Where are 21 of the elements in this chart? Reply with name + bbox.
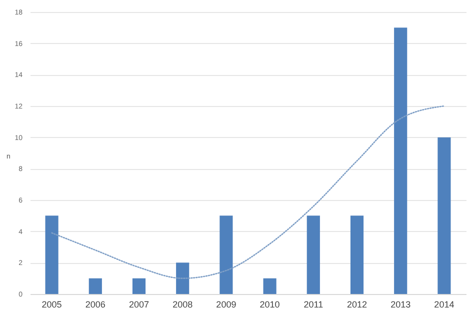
- bar: [263, 278, 276, 294]
- bar: [438, 137, 451, 294]
- bar: [350, 216, 364, 294]
- x-tick-label: 2007: [128, 300, 150, 310]
- bar: [88, 278, 102, 294]
- x-tick-label: 2011: [304, 300, 324, 310]
- x-tick-label: 2013: [390, 300, 411, 310]
- x-tick-label: 2009: [216, 300, 236, 310]
- x-tick-label: 2008: [172, 300, 193, 310]
- line-series: [51, 105, 445, 279]
- bar: [306, 216, 320, 294]
- bar: [45, 216, 58, 294]
- x-tick-label: 2014: [434, 300, 454, 310]
- bar: [132, 278, 146, 294]
- bar: [176, 262, 190, 294]
- bar: [220, 216, 233, 294]
- x-tick-label: 2012: [346, 300, 368, 310]
- bar: [394, 28, 408, 294]
- x-tick-label: 2006: [85, 300, 106, 310]
- x-tick-label: 2005: [42, 300, 62, 310]
- x-tick-label: 2010: [260, 300, 280, 310]
